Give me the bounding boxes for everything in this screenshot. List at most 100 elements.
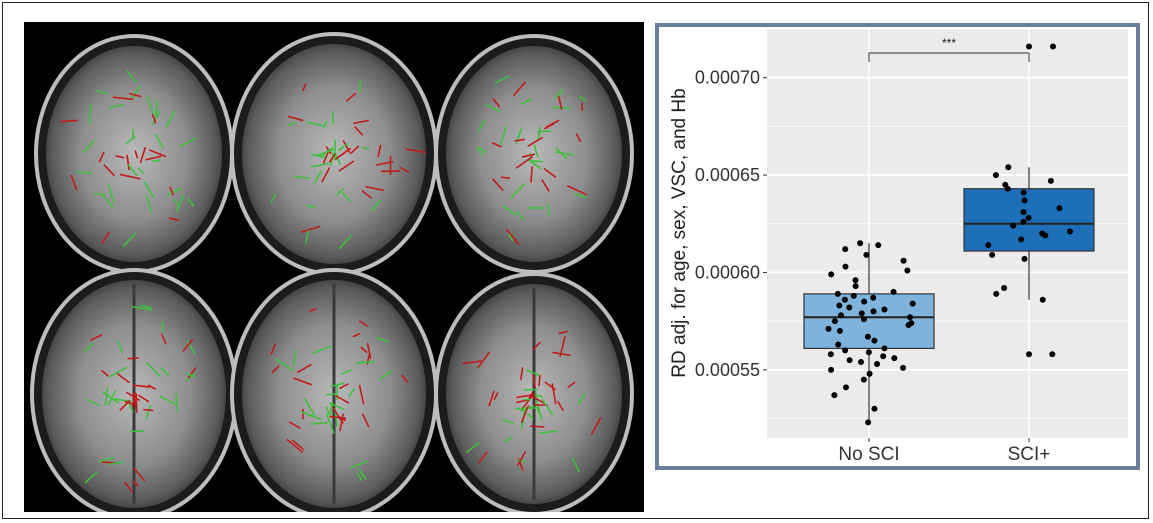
data-point	[831, 392, 838, 399]
outlier-point	[1026, 43, 1032, 50]
green-tract	[578, 393, 586, 405]
green-tract	[294, 175, 310, 179]
green-tract	[309, 421, 328, 425]
red-tract	[557, 400, 564, 412]
green-tract	[94, 192, 106, 196]
data-point	[836, 302, 843, 309]
data-point	[909, 300, 916, 307]
data-point	[857, 359, 864, 366]
data-point	[900, 257, 907, 264]
green-tract	[154, 133, 164, 149]
red-tract	[492, 178, 504, 192]
red-tract	[60, 119, 78, 123]
y-tick-label: 0.00055	[695, 360, 760, 380]
data-point	[880, 353, 887, 360]
green-tract	[303, 397, 315, 416]
green-tract	[537, 126, 541, 141]
green-tract	[127, 164, 138, 177]
red-tract	[462, 360, 482, 365]
green-tract	[84, 343, 93, 353]
green-tract	[96, 89, 108, 95]
boxplot-panel: 0.00055 0.00060 0.00065 0.00070 No SCI SCI+ …	[655, 23, 1140, 470]
green-tract	[107, 390, 117, 406]
data-point	[860, 376, 867, 383]
data-point	[858, 310, 865, 317]
brain-tissue	[46, 46, 222, 262]
green-tract	[521, 98, 532, 105]
green-tract	[555, 88, 564, 99]
red-tract	[377, 144, 382, 158]
red-tract	[365, 185, 385, 192]
red-tract	[335, 395, 350, 404]
data-point	[881, 345, 888, 352]
data-point	[834, 290, 841, 297]
data-point	[881, 306, 888, 313]
green-tract	[571, 457, 580, 473]
red-tract	[359, 320, 368, 327]
data-point	[1049, 351, 1056, 358]
data-point	[863, 251, 870, 258]
red-tract	[187, 367, 197, 379]
red-tract	[361, 190, 372, 199]
green-tract	[478, 146, 487, 154]
red-tract	[90, 334, 103, 341]
red-tract	[101, 231, 110, 244]
data-point	[861, 298, 868, 305]
red-tract	[520, 405, 530, 423]
red-tract	[103, 164, 115, 177]
green-tract	[508, 233, 514, 242]
green-tract	[312, 345, 332, 354]
red-tract	[544, 123, 555, 130]
green-tract	[528, 159, 544, 163]
x-tick-label: No SCI	[838, 444, 899, 465]
green-tract	[270, 193, 276, 204]
green-tract	[535, 392, 540, 414]
green-tract	[340, 369, 353, 375]
data-point	[865, 349, 872, 356]
red-tract	[342, 140, 351, 153]
green-tract	[358, 79, 362, 93]
green-tract	[187, 197, 195, 207]
data-point	[874, 360, 881, 367]
data-point	[1001, 285, 1008, 292]
green-tract	[186, 371, 196, 382]
red-tract	[116, 372, 130, 384]
red-tract	[169, 217, 179, 221]
green-tract	[357, 472, 362, 482]
red-tract	[328, 153, 336, 163]
green-tract	[102, 391, 120, 404]
red-tract	[287, 115, 304, 122]
red-tract	[505, 228, 520, 245]
data-point	[871, 405, 878, 412]
green-tract	[523, 388, 539, 391]
green-tract	[131, 85, 141, 100]
data-point	[904, 267, 911, 274]
green-tract	[341, 192, 352, 203]
green-tract	[179, 137, 198, 148]
data-point	[1020, 209, 1027, 216]
red-tract	[543, 168, 557, 178]
green-tract	[537, 405, 543, 420]
green-tract	[85, 398, 100, 407]
data-point	[1039, 296, 1046, 303]
data-point	[875, 242, 882, 249]
green-tract	[337, 142, 349, 152]
red-tract	[98, 151, 105, 163]
red-tract	[358, 384, 365, 405]
data-point	[842, 246, 849, 253]
data-point	[827, 351, 834, 358]
green-tract	[166, 187, 182, 196]
red-tract	[339, 383, 349, 390]
red-tract	[288, 421, 301, 429]
green-tract	[466, 442, 480, 453]
green-tract	[161, 321, 165, 332]
green-tract	[533, 144, 539, 158]
data-point	[846, 357, 853, 364]
red-tract	[126, 391, 141, 401]
red-tract	[297, 363, 312, 373]
green-tract	[107, 183, 115, 203]
green-tract	[146, 362, 161, 378]
green-tract	[310, 153, 326, 159]
data-point	[1047, 177, 1054, 184]
green-tract	[358, 468, 367, 480]
